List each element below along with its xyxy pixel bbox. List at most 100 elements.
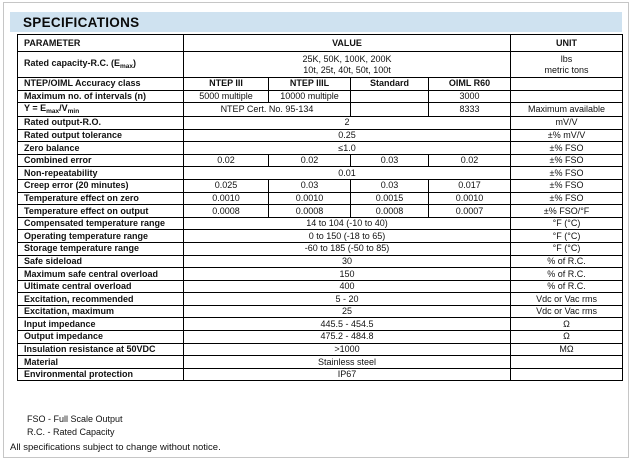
value-cell: >1000 [182,342,512,357]
value-cell: 0.0010 [183,191,269,206]
table-row-temp-effect-zero: Temperature effect on zero 0.0010 0.0010… [17,191,624,206]
value-cell: 5 - 20 [182,292,512,306]
value-cell [350,102,429,117]
value-cell: 0.0008 [183,204,269,218]
unit-cell [510,355,624,369]
table-row: Rated output tolerance 0.25 ±% mV/V [17,128,624,143]
param-cell: Compensated temperature range [17,216,184,231]
disclaimer-text: All specifications subject to change wit… [10,442,221,453]
table-row-y-ratio: Y = Emax/Vmin NTEP Cert. No. 95-134 8333… [17,102,624,117]
value-cell: 0.0010 [427,191,512,206]
value-cell: OIML R60 [427,77,512,91]
value-cell: 0.03 [350,178,429,193]
value-cell: 0.025 [183,178,269,193]
param-cell: Non-repeatability [17,166,184,180]
value-cell: 0.0008 [268,204,351,218]
param-cell: Rated output-R.O. [17,116,184,130]
table-row: Safe sideload 30 % of R.C. [17,254,624,269]
param-cell: Maximum no. of intervals (n) [17,89,184,104]
value-cell: 3000 [427,89,512,104]
value-cell: 10000 multiple [268,89,351,104]
unit-cell: % of R.C. [510,267,624,281]
table-row: Input impedance 445.5 - 454.5 Ω [17,317,624,332]
value-cell: Standard [350,77,429,91]
unit-cell: °F (°C) [510,216,624,231]
param-cell: Rated output tolerance [17,128,184,143]
param-cell: Ultimate central overload [17,279,184,294]
table-row: Zero balance ≤1.0 ±% FSO [17,141,624,155]
table-header-row: PARAMETER VALUE UNIT [17,34,624,52]
param-cell: NTEP/OIML Accuracy class [17,77,184,91]
unit-cell: ±% FSO [510,166,624,180]
param-cell: Input impedance [17,317,184,332]
footnote-rc: R.C. - Rated Capacity [27,427,115,437]
table-row-accuracy-class: NTEP/OIML Accuracy class NTEP III NTEP I… [17,77,624,91]
value-cell: NTEP III [183,77,269,91]
table-row: Environmental protection IP67 [17,367,624,382]
value-cell: 0.03 [350,153,429,168]
value-cell: 0.02 [268,153,351,168]
param-cell: Operating temperature range [17,229,184,243]
table-row: Compensated temperature range 14 to 104 … [17,216,624,231]
value-column-header: VALUE [182,34,512,52]
value-cell: 0.01 [182,166,512,180]
param-cell: Maximum safe central overload [17,267,184,281]
value-cell: 445.5 - 454.5 [182,317,512,332]
parameter-column-header: PARAMETER [17,34,184,52]
value-cell: ≤1.0 [182,141,512,155]
section-header-band: SPECIFICATIONS [10,12,622,32]
table-row: Excitation, recommended 5 - 20 Vdc or Va… [17,292,624,306]
unit-column-header: UNIT [510,34,624,52]
value-cell: 475.2 - 484.8 [182,330,512,344]
param-cell: Material [17,355,184,369]
table-row: Output impedance 475.2 - 484.8 Ω [17,330,624,344]
value-cell: NTEP IIIL [268,77,351,91]
unit-cell: lbs metric tons [510,51,624,78]
param-cell: Temperature effect on output [17,204,184,218]
value-cell: 25 [182,304,512,319]
param-cell: Output impedance [17,330,184,344]
value-cell: 0.017 [427,178,512,193]
unit-cell: Ω [510,330,624,344]
unit-cell: MΩ [510,342,624,357]
page-title: SPECIFICATIONS [23,14,140,30]
value-cell: 400 [182,279,512,294]
unit-cell: % of R.C. [510,279,624,294]
param-cell: Zero balance [17,141,184,155]
param-cell: Y = Emax/Vmin [17,102,184,117]
unit-cell: % of R.C. [510,254,624,269]
param-cell: Storage temperature range [17,241,184,256]
value-cell: 30 [182,254,512,269]
table-row: Maximum safe central overload 150 % of R… [17,267,624,281]
footnote-fso: FSO - Full Scale Output [27,414,123,424]
value-cell: 0.25 [182,128,512,143]
value-cell: Stainless steel [182,355,512,369]
value-cell: NTEP Cert. No. 95-134 [183,102,351,117]
value-cell: 150 [182,267,512,281]
unit-cell: °F (°C) [510,241,624,256]
footnotes: FSO - Full Scale Output R.C. - Rated Cap… [27,413,123,439]
table-row-creep-error: Creep error (20 minutes) 0.025 0.03 0.03… [17,178,624,193]
unit-cell: ±% FSO [510,178,624,193]
table-row: Insulation resistance at 50VDC >1000 MΩ [17,342,624,357]
value-cell: 14 to 104 (-10 to 40) [182,216,512,231]
unit-cell: Vdc or Vac rms [510,304,624,319]
value-cell: 0.0010 [268,191,351,206]
table-row-temp-effect-output: Temperature effect on output 0.0008 0.00… [17,204,624,218]
value-cell: 0.03 [268,178,351,193]
unit-cell: Maximum available [510,102,624,117]
table-row: Material Stainless steel [17,355,624,369]
param-cell: Environmental protection [17,367,184,382]
unit-cell: Ω [510,317,624,332]
unit-cell [510,77,624,91]
value-cell: 0 to 150 (-18 to 65) [182,229,512,243]
param-cell: Safe sideload [17,254,184,269]
unit-cell: ±% FSO [510,153,624,168]
unit-cell [510,367,624,382]
value-cell: -60 to 185 (-50 to 85) [182,241,512,256]
param-cell: Temperature effect on zero [17,191,184,206]
table-row: Excitation, maximum 25 Vdc or Vac rms [17,304,624,319]
param-cell: Excitation, recommended [17,292,184,306]
value-cell: 2 [182,116,512,130]
unit-cell: mV/V [510,116,624,130]
